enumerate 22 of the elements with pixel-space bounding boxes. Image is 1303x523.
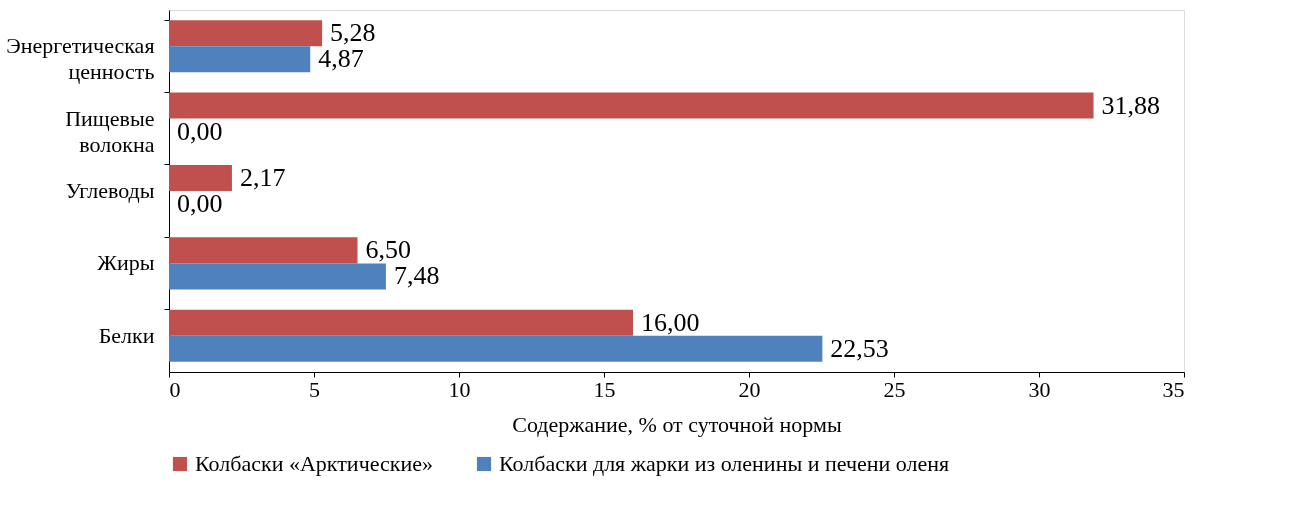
- legend-label: Колбаски «Арктические»: [195, 451, 433, 476]
- y-tick-label: Пищевые волокна: [65, 105, 155, 157]
- data-label: 2,17: [239, 162, 286, 192]
- x-tick-label: 20: [738, 376, 761, 402]
- data-label: 22,53: [830, 333, 889, 363]
- x-tick-label: 0: [169, 376, 181, 402]
- x-tick-label: 30: [1028, 376, 1051, 402]
- data-label: 31,88: [1101, 90, 1161, 120]
- y-tick-label: Углеводы: [65, 178, 155, 203]
- legend-label: Колбаски для жарки из оленины и печени оленя: [499, 451, 950, 476]
- data-label: 0,00: [177, 116, 223, 146]
- y-tick-label: Белки: [98, 322, 155, 348]
- x-tick-label: 25: [883, 376, 906, 402]
- data-label: 0,00: [177, 189, 223, 219]
- y-tick-label: Энергетическая ценность: [6, 33, 155, 85]
- x-axis-title: Содержание, % от суточной нормы: [512, 411, 842, 437]
- y-tick-label: Жиры: [97, 250, 155, 276]
- x-tick-label: 5: [309, 376, 320, 402]
- x-tick-label: 10: [448, 376, 471, 402]
- data-label: 16,00: [641, 307, 700, 337]
- x-tick-label: 35: [1162, 376, 1185, 402]
- x-tick-label: 15: [593, 376, 616, 402]
